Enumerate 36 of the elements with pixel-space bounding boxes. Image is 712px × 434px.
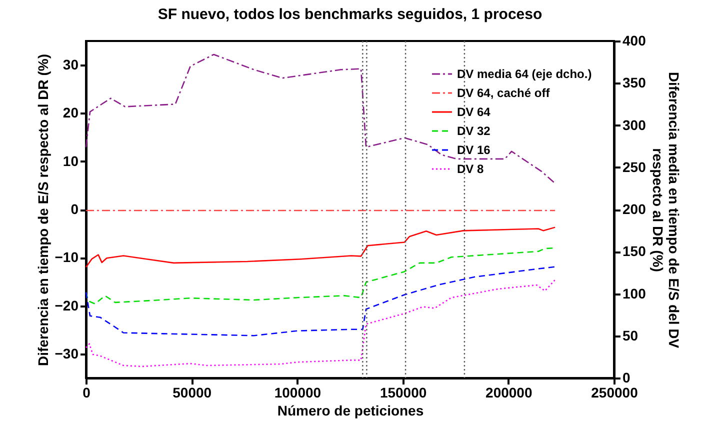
legend-label: DV 64 <box>457 105 491 119</box>
y-tick-label: 20 <box>62 104 79 121</box>
legend-label: DV 64, caché off <box>457 86 551 100</box>
y-axis-title: Diferencia en tiempo de E/S respecto al DR (%) <box>34 54 51 366</box>
x-tick-label: 200000 <box>486 384 532 400</box>
y2-axis-title: Diferencia media en tiempo de E/S del DV respecto al DR (%) <box>650 72 682 349</box>
legend-label: DV media 64 (eje dcho.) <box>457 67 592 81</box>
y2-tick-label: 400 <box>622 32 646 48</box>
y2-tick-label: 250 <box>622 158 646 175</box>
y2-tick-label: 100 <box>622 285 646 302</box>
x-tick-label: 100000 <box>274 384 322 400</box>
x-tick-label: 0 <box>82 384 91 400</box>
y2-tick-label: 300 <box>622 116 646 133</box>
y2-tick-label: 0 <box>622 370 630 386</box>
line-series <box>85 266 556 336</box>
legend-label: DV 32 <box>457 124 491 138</box>
chart-title: SF nuevo, todos los benchmarks seguidos, 1 proceso <box>158 6 542 23</box>
legend-label: DV 16 <box>457 143 491 157</box>
y-tick-label: 10 <box>62 152 79 169</box>
y-tick-label: 0 <box>70 201 79 217</box>
x-tick-label: 250000 <box>591 384 638 400</box>
y2-tick-label: 150 <box>622 243 646 260</box>
y-tick-label: −20 <box>54 297 79 314</box>
line-series <box>85 279 556 368</box>
y-tick-label: 30 <box>62 56 79 73</box>
y2-tick-label: 200 <box>622 201 646 217</box>
x-tick-label: 50000 <box>172 384 212 400</box>
y2-tick-label: 50 <box>622 327 638 344</box>
line-series <box>85 226 556 268</box>
x-tick-label: 150000 <box>380 384 427 400</box>
legend-label: DV 8 <box>457 162 484 176</box>
y-tick-label: −10 <box>54 249 79 266</box>
y2-tick-label: 350 <box>622 74 646 91</box>
y-tick-label: −30 <box>54 345 79 362</box>
line-series <box>85 54 556 184</box>
x-axis-title: Número de peticiones <box>277 402 424 418</box>
